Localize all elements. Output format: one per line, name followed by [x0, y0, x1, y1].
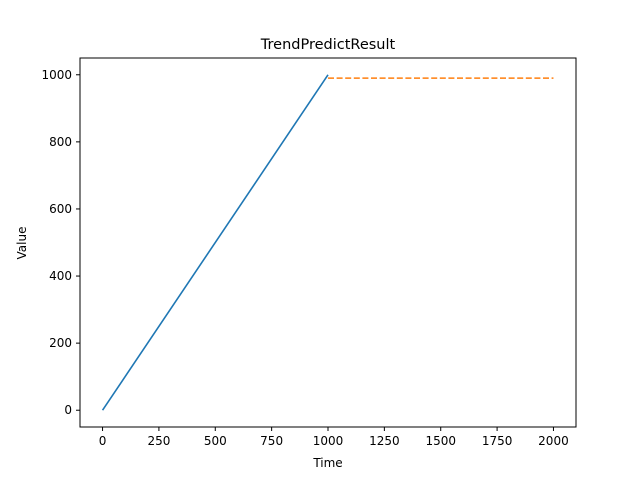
y-tick-label: 400 [49, 269, 72, 283]
x-tick-label: 250 [147, 434, 170, 448]
x-tick-label: 1000 [313, 434, 344, 448]
plot-frame [79, 57, 577, 428]
x-tick-label: 0 [99, 434, 107, 448]
chart-title: TrendPredictResult [260, 37, 396, 53]
x-tick-label: 750 [260, 434, 283, 448]
x-axis-label: Time [312, 456, 342, 470]
y-axis-label: Value [15, 227, 29, 260]
plot-area [101, 74, 554, 411]
axes: 0 250 500 750 1000 1250 1500 1750 2000 0 200 400 600… [41, 57, 577, 448]
y-tick-label: 0 [64, 403, 72, 417]
x-tick-label: 1500 [425, 434, 456, 448]
y-tick-label: 800 [49, 135, 72, 149]
x-tick-label: 500 [204, 434, 227, 448]
series-line-1 [101, 74, 329, 411]
x-tick-label: 1750 [482, 434, 513, 448]
y-tick-label: 1000 [41, 68, 72, 82]
x-tick-label: 1250 [369, 434, 400, 448]
x-tick-label: 2000 [538, 434, 569, 448]
y-tick-label: 200 [49, 336, 72, 350]
y-tick-label: 600 [49, 202, 72, 216]
